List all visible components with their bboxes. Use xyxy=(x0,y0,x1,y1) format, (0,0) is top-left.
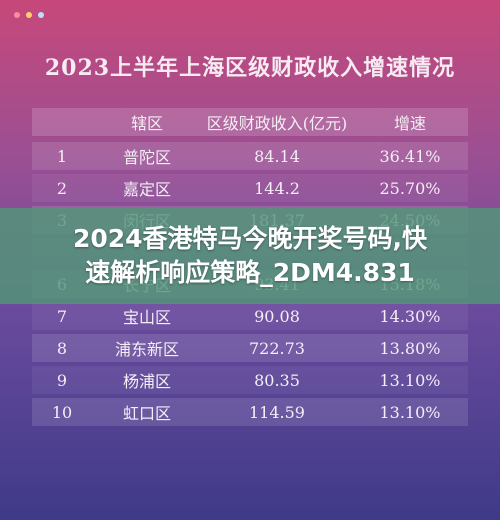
table-cell: 浦东新区 xyxy=(114,340,179,359)
table-cell: 80.35 xyxy=(254,370,300,390)
banner-line-2: 速解析响应策略_2DM4.831 xyxy=(85,258,415,287)
table-cell: 1 xyxy=(56,146,68,166)
table-cell: 7 xyxy=(56,306,68,326)
table-cell: 杨浦区 xyxy=(122,372,171,391)
table-cell: 13.10% xyxy=(379,370,441,390)
overlay-banner: 2024香港特马今晚开奖号码,快 速解析响应策略_2DM4.831 xyxy=(0,208,500,304)
header-cell: 增速 xyxy=(393,114,426,133)
table-cell: 90.08 xyxy=(254,306,300,326)
table-row: 1 普陀区 84.14 36.41% xyxy=(32,142,468,170)
table-cell: 25.70% xyxy=(379,178,441,198)
table-header: 辖区 区级财政收入(亿元) 增速 xyxy=(32,108,468,136)
dot-1 xyxy=(14,12,20,18)
table-row: 9 杨浦区 80.35 13.10% xyxy=(32,366,468,394)
table-cell: 13.80% xyxy=(379,338,441,358)
table-cell: 144.2 xyxy=(254,178,300,198)
table-cell: 8 xyxy=(56,338,68,358)
table-cell: 10 xyxy=(51,402,73,422)
table-cell: 嘉定区 xyxy=(122,180,171,199)
table-row: 10 虹口区 114.59 13.10% xyxy=(32,398,468,426)
table-cell: 36.41% xyxy=(379,146,441,166)
table-row: 7 宝山区 90.08 14.30% xyxy=(32,302,468,330)
banner-line-1: 2024香港特马今晚开奖号码,快 xyxy=(72,224,428,253)
table-cell: 84.14 xyxy=(254,146,300,166)
chart-title: 2023上半年上海区级财政收入增速情况 xyxy=(44,55,456,81)
table-cell: 宝山区 xyxy=(122,308,171,327)
table-cell: 2 xyxy=(56,178,68,198)
header-cell: 区级财政收入(亿元) xyxy=(206,114,348,133)
table-cell: 14.30% xyxy=(379,306,441,326)
table-cell: 普陀区 xyxy=(122,148,171,167)
table-cell: 722.73 xyxy=(249,338,305,358)
table-row: 8 浦东新区 722.73 13.80% xyxy=(32,334,468,362)
window-dots xyxy=(14,12,44,18)
dot-2 xyxy=(26,12,32,18)
header-cell: 辖区 xyxy=(130,114,163,133)
table-row: 2 嘉定区 144.2 25.70% xyxy=(32,174,468,202)
table-cell: 13.10% xyxy=(379,402,441,422)
table-cell: 虹口区 xyxy=(122,404,171,423)
table-cell: 9 xyxy=(56,370,68,390)
table-cell: 114.59 xyxy=(249,402,305,422)
dot-3 xyxy=(38,12,44,18)
